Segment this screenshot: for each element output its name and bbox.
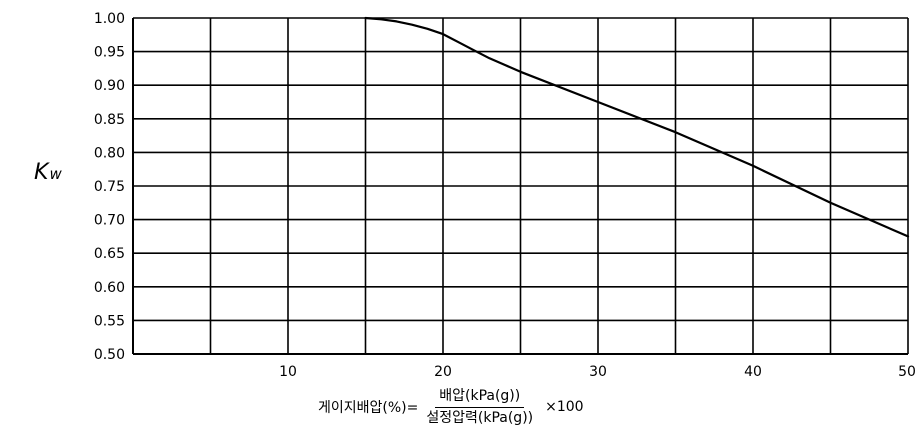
grid (133, 17, 909, 355)
x-axis-label-fraction: 배압(kPa(g)) 설정압력(kPa(g)) (422, 388, 537, 427)
y-tick-label: 0.65 (94, 246, 125, 262)
y-tick-label: 0.70 (94, 213, 125, 229)
y-tick-label: 0.95 (94, 45, 125, 61)
tick-labels: 0.50 0.55 0.60 0.65 0.70 0.75 0.80 0.85 0.90 0.95… (94, 11, 916, 380)
y-tick-label: 1.00 (94, 11, 125, 27)
x-tick-label: 20 (434, 364, 452, 380)
y-axis-label-main: K (34, 160, 50, 185)
series-line (364, 16, 910, 238)
y-axis-label-sub: w (49, 165, 63, 183)
axes (132, 18, 908, 355)
y-tick-label: 0.55 (94, 313, 125, 329)
x-tick-label: 10 (279, 364, 297, 380)
x-axis-label-denominator: 설정압력(kPa(g)) (426, 409, 534, 426)
x-tick-label: 40 (744, 364, 762, 380)
x-axis-label: 게이지배압(%)= 배압(kPa(g)) 설정압력(kPa(g)) ×100 (318, 381, 584, 433)
y-axis-label: Kw (34, 160, 63, 185)
x-axis-label-suffix: ×100 (545, 399, 584, 415)
y-tick-label: 0.90 (94, 78, 125, 94)
y-tick-label: 0.60 (94, 280, 125, 296)
y-tick-label: 0.50 (94, 347, 125, 363)
y-tick-label: 0.80 (94, 145, 125, 161)
y-tick-label: 0.85 (94, 112, 125, 128)
series (364, 16, 910, 238)
x-tick-label: 30 (589, 364, 607, 380)
x-axis-label-numerator: 배압(kPa(g)) (435, 388, 525, 408)
x-tick-label: 50 (898, 364, 916, 380)
x-axis-label-prefix: 게이지배압(%)= (318, 400, 419, 416)
y-tick-label: 0.75 (94, 179, 125, 195)
